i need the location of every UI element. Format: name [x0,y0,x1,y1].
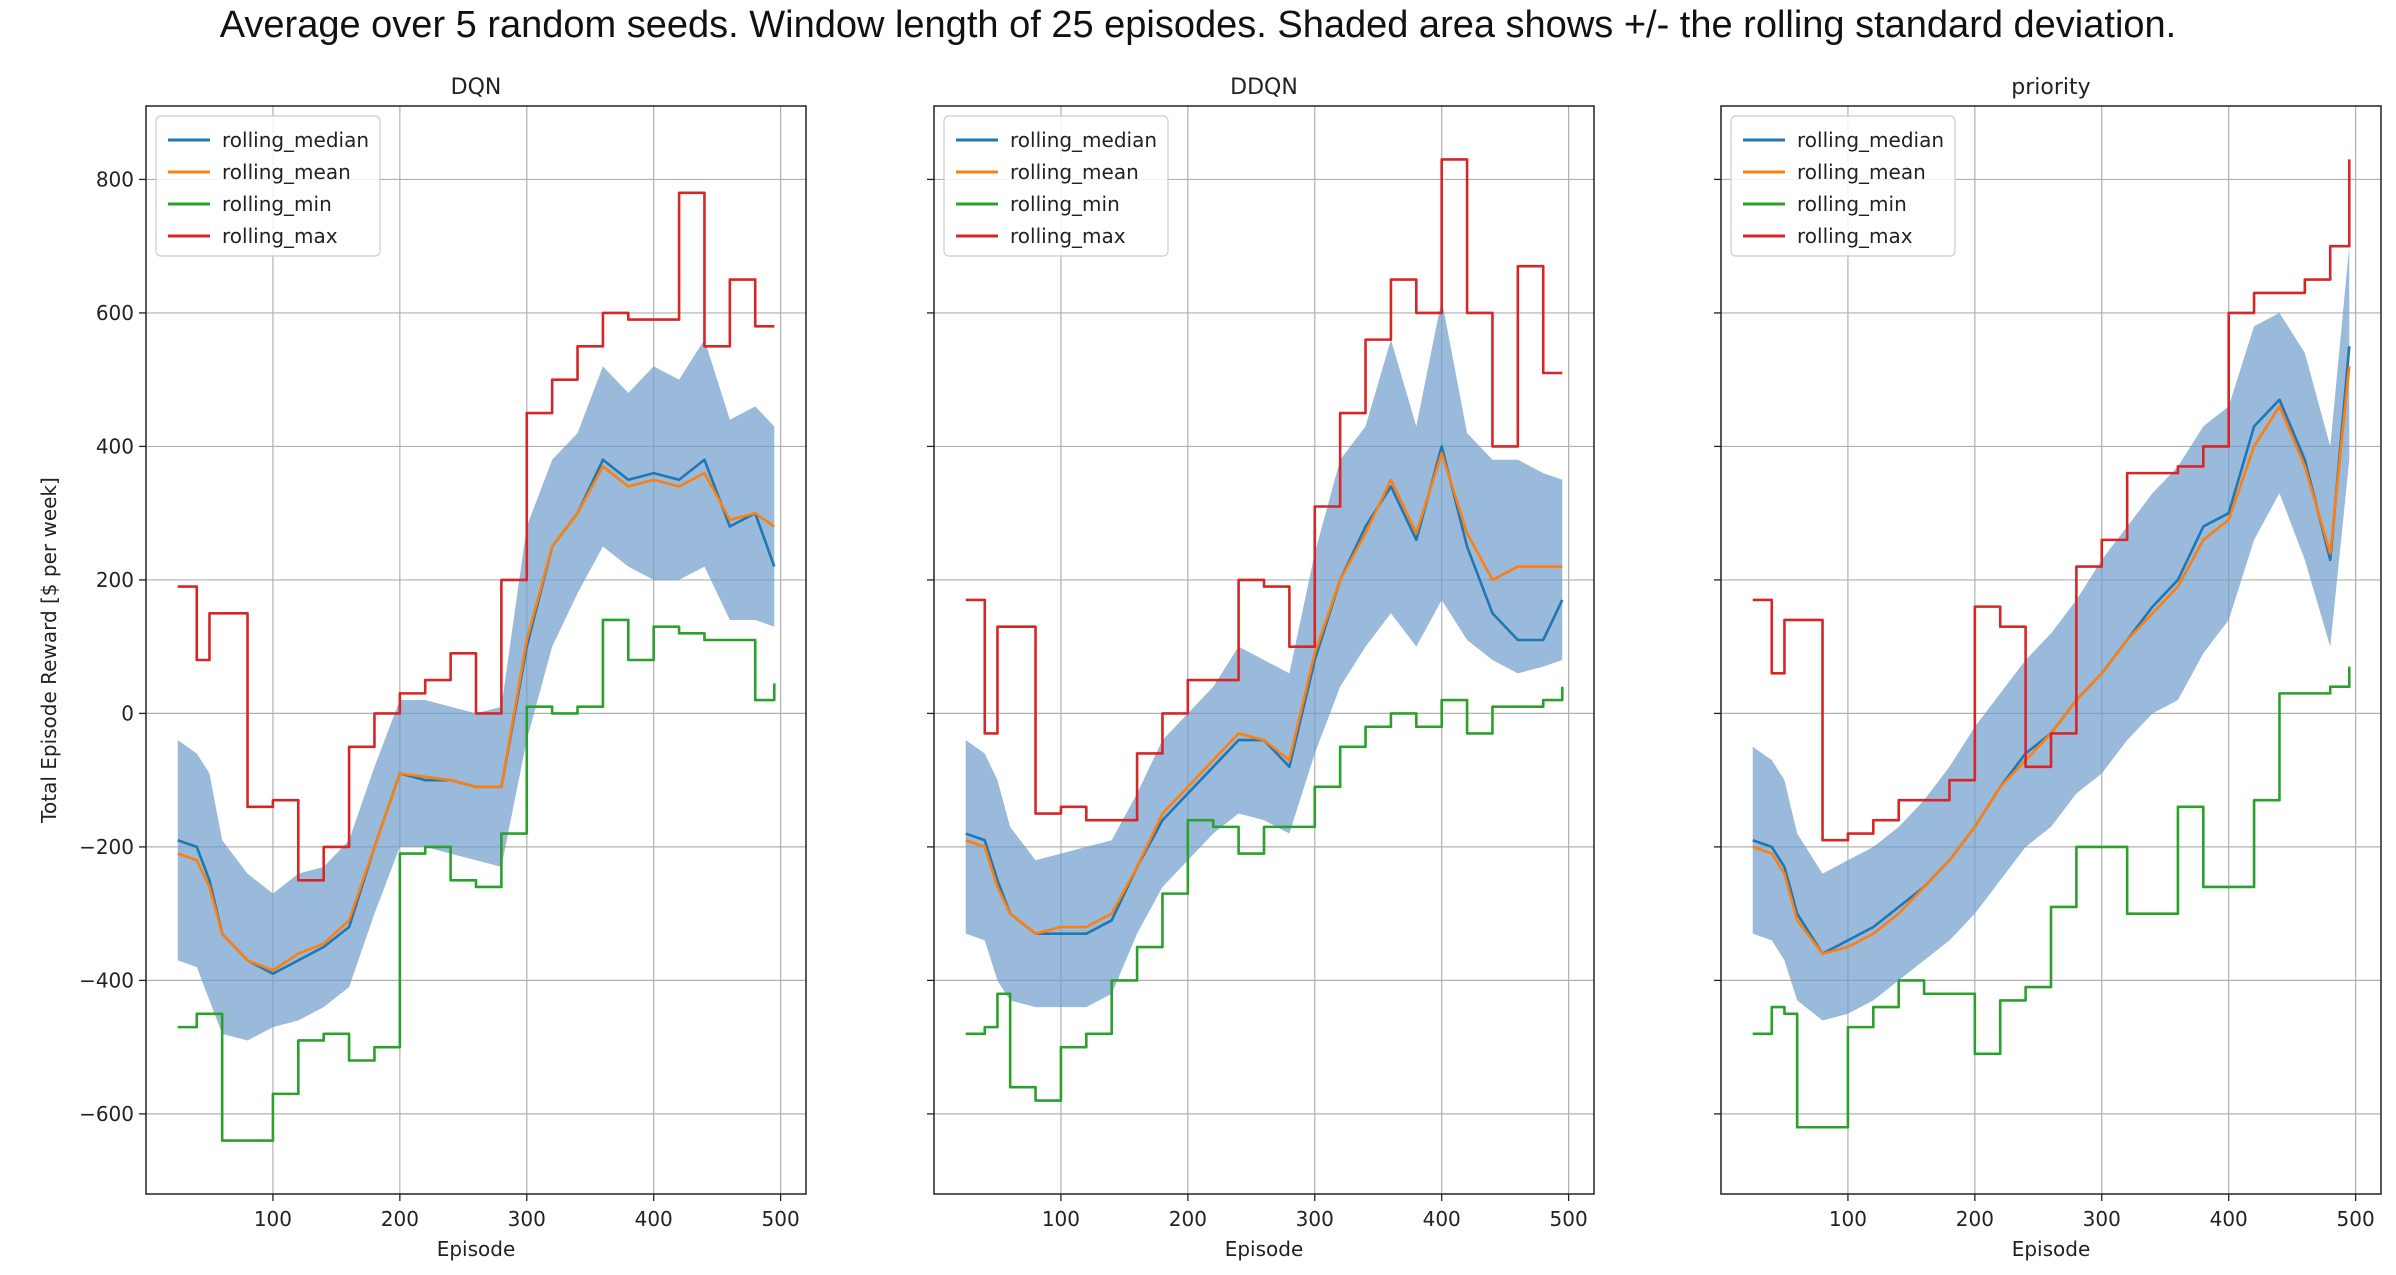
series-rolling-mean [177,465,776,972]
plot-frame [145,105,807,1195]
y-tick-label: 800 [96,167,134,191]
x-tick-label: 200 [1169,1207,1207,1231]
x-axis-label: Episode [2012,1237,2091,1261]
subplot-title: DDQN [1230,75,1298,100]
x-tick-label: 500 [2337,1207,2375,1231]
y-tick-label: −200 [79,835,134,859]
x-tick-label: 200 [1956,1207,1994,1231]
legend-box [155,115,381,257]
x-tick-label: 500 [1550,1207,1588,1231]
x-tick-label: 100 [1829,1207,1867,1231]
legend-label-rolling-max: rolling_max [222,224,338,248]
legend-label-rolling-mean: rolling_mean [1797,160,1926,184]
legend-label-rolling-min: rolling_min [1010,192,1120,216]
y-tick-label: 200 [96,568,134,592]
x-tick-label: 300 [1296,1207,1334,1231]
figure-suptitle: Average over 5 random seeds. Window leng… [219,4,2177,46]
legend-label-rolling-mean: rolling_mean [1010,160,1139,184]
y-axis-label: Total Episode Reward [$ per week] [37,477,61,824]
series-rolling-mean [1752,366,2351,956]
y-tick-label: −400 [79,968,134,992]
y-tick-label: −600 [79,1102,134,1126]
x-tick-label: 500 [762,1207,800,1231]
legend-label-rolling-min: rolling_min [1797,192,1907,216]
x-axis-label: Episode [1225,1237,1304,1261]
subplot-2: 100 200 300 400 500 priority Episode rolling_me… [1714,75,2382,1261]
subplot-title: priority [2011,75,2090,100]
legend-label-rolling-min: rolling_min [222,192,332,216]
x-tick-label: 300 [2083,1207,2121,1231]
plot-frame [1720,105,2382,1195]
x-tick-label: 100 [254,1207,292,1231]
x-tick-label: 100 [1042,1207,1080,1231]
std-band [965,299,1563,1008]
legend-label-rolling-mean: rolling_mean [222,160,351,184]
series-rolling-max [177,191,775,882]
x-tick-label: 300 [508,1207,546,1231]
series-rolling-min [965,686,1564,1102]
subplot-title: DQN [451,75,502,100]
legend-label-rolling-max: rolling_max [1010,224,1126,248]
x-tick-label: 400 [2210,1207,2248,1231]
y-tick-label: 400 [96,434,134,458]
x-tick-label: 400 [635,1207,673,1231]
x-tick-label: 400 [1423,1207,1461,1231]
series-rolling-max [1752,159,2351,842]
plot-frame [933,105,1595,1195]
legend-box [1730,115,1956,257]
series-rolling-mean [965,451,1563,935]
std-band [177,339,775,1041]
subplot-1: 100 200 300 400 500 DDQN Episode rolling_median… [927,75,1595,1261]
legend-label-rolling-median: rolling_median [1797,128,1944,152]
legend-label-rolling-median: rolling_median [222,128,369,152]
legend-label-rolling-median: rolling_median [1010,128,1157,152]
std-band [1752,246,2350,1021]
x-tick-label: 200 [381,1207,419,1231]
legend-box [943,115,1169,257]
y-tick-label: 600 [96,301,134,325]
x-axis-label: Episode [437,1237,516,1261]
series-rolling-min [1752,666,2351,1129]
series-rolling-min [177,618,776,1142]
legend-label-rolling-max: rolling_max [1797,224,1913,248]
series-rolling-max [965,158,1563,822]
y-tick-label: 0 [121,701,134,725]
subplot-0: 100 200 300 400 500 −600 −400 −200 0 200 400 600 800… [37,75,807,1261]
